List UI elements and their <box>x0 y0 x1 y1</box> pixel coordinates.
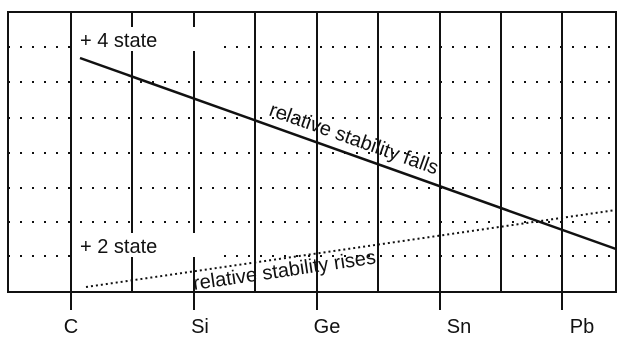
top-label-bg <box>78 27 214 51</box>
plus-four-state-label: + 4 state <box>80 30 157 52</box>
element-label-ge: Ge <box>314 316 341 338</box>
element-label-sn: Sn <box>447 316 471 338</box>
falling-line-label: relative stability falls <box>266 99 441 179</box>
element-label-pb: Pb <box>570 316 594 338</box>
bottom-label-bg <box>78 233 214 257</box>
falling-stability-line <box>79 56 617 251</box>
plus-two-state-label: + 2 state <box>80 236 157 258</box>
element-label-si: Si <box>191 316 209 338</box>
dotted-gridlines <box>8 46 616 257</box>
rising-line-label: relative stability rises <box>192 247 378 295</box>
rising-stability-line <box>85 209 617 288</box>
element-label-c: C <box>64 316 78 338</box>
